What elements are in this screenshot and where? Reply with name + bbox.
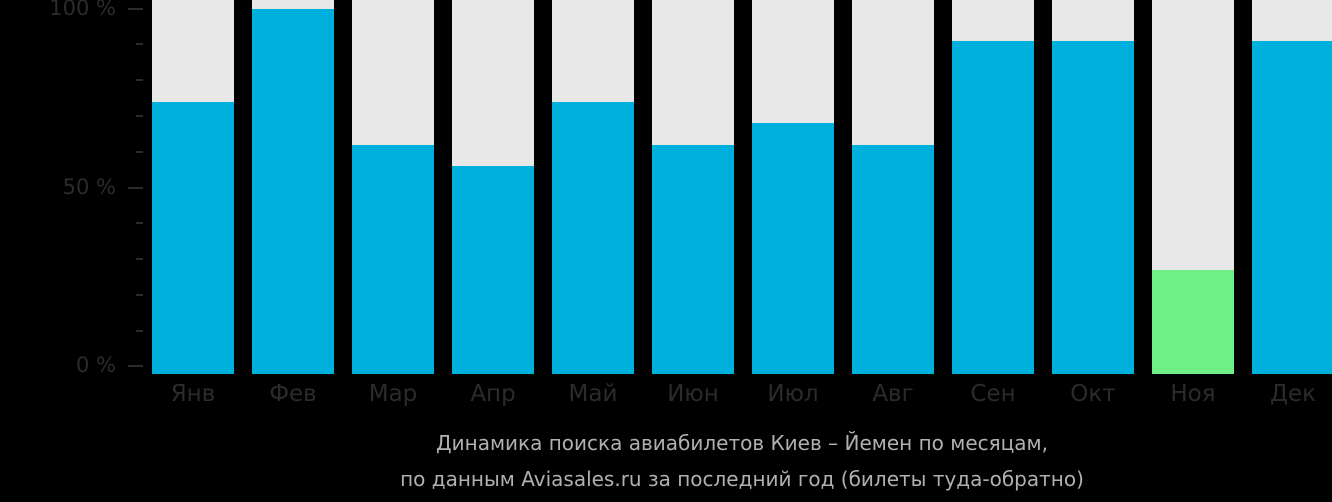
x-axis-label: Апр [470, 381, 516, 407]
bar-12 [1252, 0, 1332, 374]
bar-fill [752, 123, 834, 374]
y-tick-major [128, 365, 143, 367]
y-tick-minor [136, 151, 143, 153]
bar-fill [1052, 41, 1134, 374]
bar-fill [1252, 41, 1332, 374]
x-axis-label: Фев [269, 381, 317, 407]
y-tick-minor [136, 115, 143, 117]
y-tick-minor [136, 258, 143, 260]
x-axis-label: Ноя [1170, 381, 1216, 407]
bar-fill [952, 41, 1034, 374]
y-axis-label-50: 50 % [62, 175, 116, 199]
bar-fill [1152, 269, 1234, 374]
y-axis-label-0: 0 % [76, 353, 116, 377]
x-axis-label: Июл [767, 381, 819, 407]
bar-1 [152, 0, 234, 374]
bar-11 [1152, 0, 1234, 374]
bar-fill [852, 144, 934, 374]
y-tick-major [128, 8, 143, 10]
bar-6 [652, 0, 734, 374]
chart-caption-line2: по данным Aviasales.ru за последний год … [400, 467, 1084, 491]
x-axis-label: Май [568, 381, 618, 407]
bar-2 [252, 0, 334, 374]
bar-5 [552, 0, 634, 374]
y-axis-label-100: 100 % [49, 0, 116, 20]
bar-10 [1052, 0, 1134, 374]
x-axis-label: Авг [872, 381, 914, 407]
y-tick-minor [136, 330, 143, 332]
x-axis-label: Янв [170, 381, 216, 407]
x-axis-label: Мар [368, 381, 418, 407]
y-tick-minor [136, 43, 143, 45]
x-axis-label: Июн [667, 381, 719, 407]
x-axis-label: Окт [1070, 381, 1116, 407]
y-tick-major [128, 187, 143, 189]
bar-fill [452, 166, 534, 374]
bar-fill [352, 144, 434, 374]
bar-7 [752, 0, 834, 374]
chart-caption-line1: Динамика поиска авиабилетов Киев – Йемен… [436, 431, 1048, 455]
bar-4 [452, 0, 534, 374]
bar-8 [852, 0, 934, 374]
bar-fill [252, 9, 334, 374]
y-tick-minor [136, 294, 143, 296]
bar-fill [652, 144, 734, 374]
y-tick-minor [136, 79, 143, 81]
y-tick-minor [136, 222, 143, 224]
bar-fill [152, 101, 234, 374]
bar-3 [352, 0, 434, 374]
bar-9 [952, 0, 1034, 374]
bar-fill [552, 101, 634, 374]
x-axis-label: Дек [1269, 381, 1316, 407]
x-axis-label: Сен [970, 381, 1016, 407]
